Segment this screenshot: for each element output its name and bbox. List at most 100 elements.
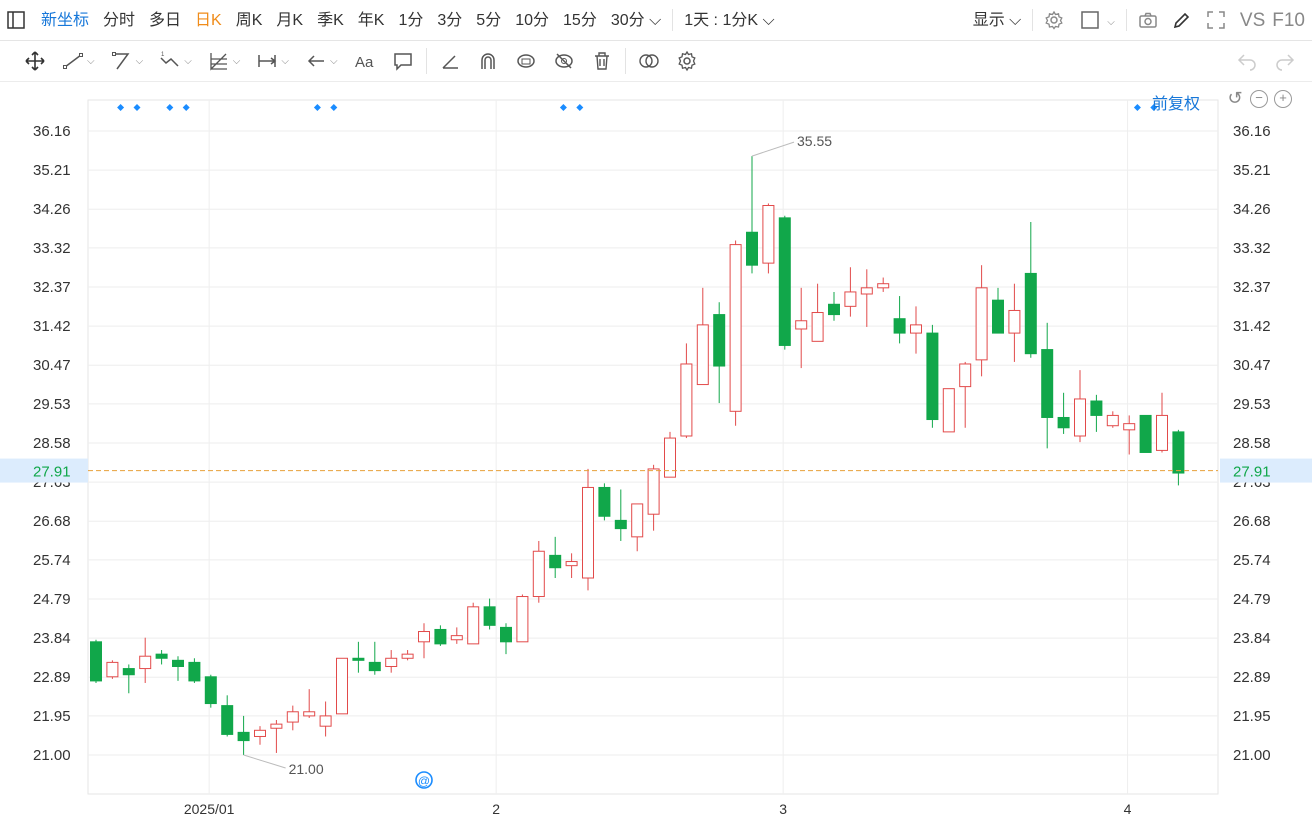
candle-body (795, 320, 808, 330)
candle-body (139, 655, 152, 670)
y-tick-label-right: 28.58 (1233, 435, 1271, 452)
period-quarterly[interactable]: 季K (317, 11, 344, 29)
line-tool[interactable]: ⌵ (54, 41, 103, 82)
wave-tool[interactable]: 1 ⌵ (151, 41, 200, 82)
candle-body (762, 205, 775, 264)
event-marker-icon (117, 104, 125, 111)
period-30min[interactable]: 30分 ⌵ (610, 11, 662, 29)
candle-body (860, 287, 873, 295)
fib-tool[interactable]: ⌵ (200, 41, 249, 82)
candle-body (1106, 414, 1119, 427)
y-tick-label-right: 36.16 (1233, 123, 1271, 140)
delete-tool[interactable] (583, 41, 621, 82)
y-tick-label-left: 30.47 (33, 357, 71, 374)
y-tick-label-left: 32.37 (33, 279, 71, 296)
pencil-icon[interactable] (1165, 0, 1199, 41)
low-leader-line (243, 754, 286, 769)
move-tool[interactable] (0, 41, 54, 82)
candle-body (975, 287, 988, 361)
trash-icon (594, 52, 609, 70)
magnet-tool[interactable] (469, 41, 507, 82)
undo-button[interactable] (1228, 41, 1266, 82)
arrow-tool[interactable]: ⌵ (297, 41, 346, 82)
y-tick-label-left: 23.84 (33, 630, 71, 647)
candle-body (926, 332, 939, 421)
angle-tool[interactable] (431, 41, 469, 82)
text-icon: Aa (355, 54, 374, 71)
candle-body (434, 628, 447, 645)
text-tool[interactable]: Aa (346, 41, 384, 82)
candle-body (1008, 309, 1021, 334)
kline-chart[interactable]: 36.16 36.16 35.21 35.21 34.26 34.26 33.32 33.32… (0, 82, 1312, 831)
period-weekly[interactable]: 周K (235, 11, 263, 29)
candle-body (204, 676, 217, 705)
period-monthly[interactable]: 月K (276, 11, 304, 29)
f10-button[interactable]: F10 (1272, 9, 1305, 31)
candle-body (910, 324, 922, 334)
event-marker-icon (313, 104, 321, 111)
event-marker-icon (330, 104, 338, 111)
channel-tool[interactable]: ⌵ (103, 41, 152, 82)
candle-body (1139, 414, 1152, 453)
period-multiday[interactable]: 多日 (149, 11, 182, 29)
frame-toggle-icon[interactable]: ⌵ (1071, 0, 1122, 41)
y-tick-label-right: 21.00 (1233, 747, 1271, 764)
current-price-tag-left (0, 458, 88, 483)
candle-body (1024, 272, 1037, 355)
chart-area[interactable]: 36.16 36.16 35.21 35.21 34.26 34.26 33.32 33.32… (0, 82, 1312, 831)
y-tick-label-left: 29.53 (33, 396, 71, 413)
adjust-mode-button[interactable]: 前复权 (1152, 96, 1201, 113)
at-mention-icon (415, 771, 433, 789)
candle-body (500, 626, 512, 643)
settings-gear-icon[interactable] (1037, 0, 1071, 41)
compare-circles-icon (638, 54, 659, 68)
high-price-label: 35.55 (797, 133, 832, 149)
lock-tool[interactable] (507, 41, 545, 82)
compare-tool[interactable] (630, 41, 668, 82)
candle-body (172, 659, 184, 668)
period-10min[interactable]: 10分 (515, 11, 550, 29)
y-tick-label-left: 36.16 (33, 123, 71, 140)
panel-icon (7, 11, 25, 30)
y-tick-label-left: 28.58 (33, 435, 71, 452)
range-select[interactable]: 1天 : 1分K ⌵ (684, 11, 775, 29)
layout-toggle-icon[interactable] (0, 0, 34, 41)
x-tick-label: 4 (1124, 801, 1132, 817)
period-intraday[interactable]: 分时 (103, 11, 136, 29)
reset-zoom-icon[interactable]: ↺ (1227, 88, 1243, 108)
display-select[interactable]: 显示 ⌵ (972, 11, 1022, 29)
vs-button[interactable]: VS (1239, 9, 1266, 31)
camera-icon[interactable] (1131, 0, 1165, 41)
candle-body (418, 631, 430, 643)
candle-body (122, 668, 135, 676)
period-3min[interactable]: 3分 (437, 11, 463, 29)
zoom-out-icon[interactable]: − (1250, 90, 1268, 108)
period-15min[interactable]: 15分 (563, 11, 597, 29)
period-daily[interactable]: 日K (195, 11, 222, 29)
candle-body (368, 661, 381, 672)
candle-body (90, 641, 102, 682)
x-tick-label: 3 (779, 801, 787, 817)
measure-tool[interactable]: ⌵ (248, 41, 297, 82)
candle-body (942, 388, 955, 433)
zoom-in-icon[interactable]: + (1274, 90, 1292, 108)
fullscreen-icon[interactable] (1199, 0, 1233, 41)
y-tick-label-right: 23.84 (1233, 630, 1271, 647)
candle-body (401, 653, 414, 659)
period-1min[interactable]: 1分 (398, 11, 424, 29)
high-leader-line (751, 141, 795, 157)
candle-body (1057, 416, 1070, 429)
comment-tool[interactable] (384, 41, 422, 82)
hide-tool[interactable] (545, 41, 583, 82)
period-yearly[interactable]: 年K (357, 11, 385, 29)
redo-button[interactable] (1266, 41, 1312, 82)
new-axis-tab[interactable]: 新坐标 (41, 11, 90, 29)
candle-body (1041, 349, 1054, 418)
candle-body (221, 705, 234, 735)
period-5min[interactable]: 5分 (476, 11, 502, 29)
y-tick-label-left: 21.95 (33, 708, 71, 725)
svg-text:1: 1 (161, 52, 165, 58)
candle-body (303, 711, 316, 717)
chart-settings-tool[interactable] (668, 41, 706, 82)
drawing-toolbar: ⌵ ⌵ 1 ⌵ ⌵ ⌵ ⌵ Aa (0, 41, 1312, 82)
